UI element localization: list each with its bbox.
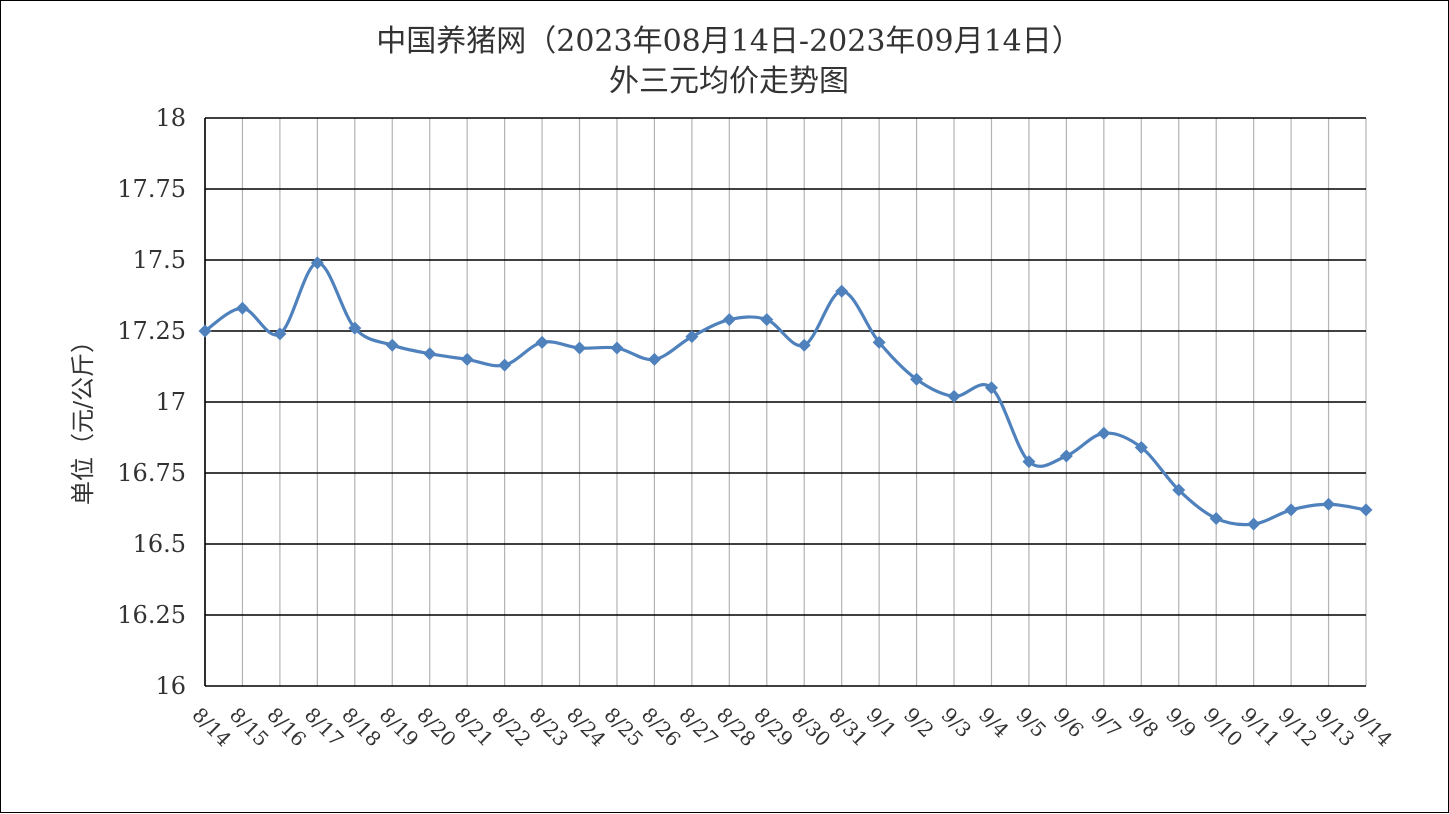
data-point <box>872 335 886 349</box>
data-point <box>1209 511 1223 525</box>
data-point <box>947 389 961 403</box>
x-tick-label: 8/15 <box>225 703 274 752</box>
y-tick-labels: 16 16.25 16.5 16.75 17 17.25 17.5 17.75 18 <box>117 104 186 700</box>
x-tick-label: 8/22 <box>487 703 536 752</box>
x-tick-label: 8/31 <box>824 703 873 752</box>
data-point <box>1322 497 1336 511</box>
y-axis-label: 单位（元/公斤） <box>69 329 97 505</box>
data-point <box>984 381 998 395</box>
x-tick-label: 9/7 <box>1086 703 1126 743</box>
x-tick-label: 9/13 <box>1311 703 1360 752</box>
data-point <box>1097 426 1111 440</box>
x-tick-label: 8/24 <box>562 703 611 752</box>
x-tick-label: 9/11 <box>1236 703 1285 752</box>
data-point <box>910 372 924 386</box>
y-tick-label: 17.5 <box>133 246 186 274</box>
data-point <box>310 256 324 270</box>
data-point <box>235 301 249 315</box>
x-tick-label: 8/19 <box>375 703 424 752</box>
x-tick-label: 9/5 <box>1011 703 1051 743</box>
x-tick-label: 8/29 <box>749 703 798 752</box>
chart-subtitle: 外三元均价走势图 <box>609 64 849 99</box>
horizontal-grid <box>205 117 1366 616</box>
x-tick-label: 9/8 <box>1124 703 1164 743</box>
y-tick-label: 17 <box>155 388 186 416</box>
data-point <box>1247 517 1261 531</box>
data-point <box>198 324 212 338</box>
x-tick-label: 8/16 <box>262 703 311 752</box>
x-tick-label: 8/23 <box>525 703 574 752</box>
data-point <box>460 352 474 366</box>
data-point <box>423 347 437 361</box>
x-tick-label: 9/3 <box>936 703 976 743</box>
data-point <box>835 284 849 298</box>
x-tick-label: 8/26 <box>637 703 686 752</box>
y-tick-label: 17.75 <box>117 175 186 203</box>
y-tick-label: 16.25 <box>117 601 186 629</box>
x-tick-label: 8/30 <box>787 703 836 752</box>
data-point <box>573 341 587 355</box>
x-tick-label: 9/14 <box>1348 703 1397 752</box>
x-tick-label: 9/4 <box>974 703 1014 743</box>
chart-title: 中国养猪网（2023年08月14日-2023年09月14日） <box>376 24 1082 59</box>
data-point <box>385 338 399 352</box>
x-tick-label: 8/28 <box>712 703 761 752</box>
x-tick-label: 9/10 <box>1199 703 1248 752</box>
x-tick-label: 9/6 <box>1049 703 1089 743</box>
x-tick-label: 9/9 <box>1161 703 1201 743</box>
y-tick-label: 16.5 <box>133 530 186 558</box>
data-point <box>535 335 549 349</box>
data-point <box>1059 449 1073 463</box>
y-tick-label: 18 <box>155 104 186 132</box>
x-tick-label: 8/20 <box>412 703 461 752</box>
data-point <box>760 313 774 327</box>
data-point <box>1284 503 1298 517</box>
data-point <box>348 321 362 335</box>
x-tick-labels: 8/148/158/168/178/188/198/208/218/228/23… <box>187 703 1397 752</box>
data-point <box>797 338 811 352</box>
data-point <box>647 352 661 366</box>
series-group <box>198 256 1373 531</box>
x-tick-label: 9/2 <box>899 703 939 743</box>
data-point <box>722 313 736 327</box>
series-line <box>204 261 1367 527</box>
x-tick-label: 9/12 <box>1274 703 1323 752</box>
data-point <box>685 330 699 344</box>
data-point <box>1172 483 1186 497</box>
y-tick-label: 16 <box>155 672 186 700</box>
y-tick-label: 17.25 <box>117 317 186 345</box>
data-point <box>1359 503 1373 517</box>
y-tick-label: 16.75 <box>117 459 186 487</box>
axes <box>204 118 1366 687</box>
data-point <box>610 341 624 355</box>
x-tick-label: 8/17 <box>300 703 349 752</box>
x-tick-label: 8/21 <box>450 703 499 752</box>
data-point <box>273 327 287 341</box>
x-tick-label: 8/27 <box>674 703 723 752</box>
x-tick-label: 8/18 <box>337 703 386 752</box>
data-point <box>1022 455 1036 469</box>
data-point <box>1134 440 1148 454</box>
data-point <box>498 358 512 372</box>
x-tick-label: 8/14 <box>187 703 236 752</box>
x-tick-label: 8/25 <box>599 703 648 752</box>
